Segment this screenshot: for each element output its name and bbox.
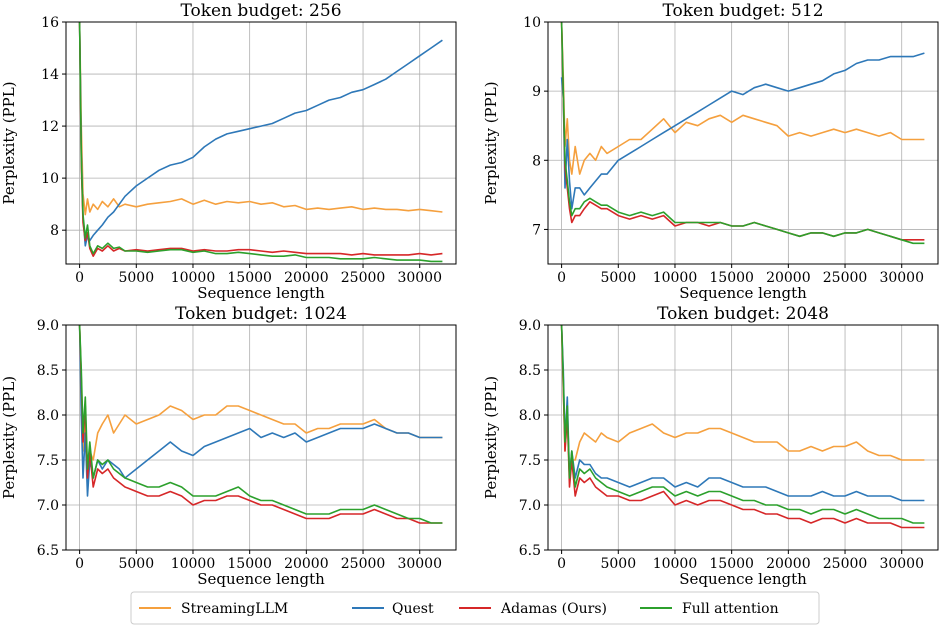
legend-entry-adamas: Adamas (Ours) [459, 601, 607, 617]
y-tick-label: 8 [532, 153, 541, 169]
x-tick-label: 20000 [284, 556, 329, 572]
y-axis-label: Perplexity (PPL) [0, 81, 18, 204]
subplot-title: Token budget: 1024 [175, 304, 347, 324]
x-tick-label: 30000 [397, 556, 442, 572]
legend-label-adamas: Adamas (Ours) [500, 601, 607, 617]
legend-entry-full-attention: Full attention [640, 601, 779, 617]
x-tick-label: 15000 [227, 270, 272, 286]
y-tick-label: 8.5 [37, 363, 59, 379]
series-line-full-attention [560, 325, 925, 524]
x-tick-label: 25000 [823, 556, 868, 572]
series-line-full-attention [78, 22, 443, 263]
subplot-4: 0 5000 10000 15000 20000 25000 30000 6.5 7.0 7.5 8… [482, 304, 939, 588]
plot-frame [65, 21, 457, 265]
series-line-adamas-ours [560, 22, 925, 241]
series-line-quest [78, 22, 443, 247]
y-tick-label: 6.5 [519, 543, 541, 559]
x-tick-label: 15000 [709, 556, 754, 572]
series-line-quest [560, 325, 925, 502]
x-tick-label: 20000 [766, 556, 811, 572]
x-axis-label: Sequence length [679, 570, 807, 588]
y-axis-label: Perplexity (PPL) [482, 81, 500, 204]
y-tick-label: 9.0 [37, 318, 59, 334]
x-tick-label: 10000 [653, 270, 698, 286]
subplots: 0 5000 10000 15000 20000 25000 30000810121416T… [0, 1, 939, 588]
series-line-quest [78, 325, 443, 497]
legend-entry-streamingllm: StreamingLLM [139, 601, 288, 617]
x-tick-label: 15000 [709, 270, 754, 286]
x-tick-label: 10000 [171, 556, 216, 572]
plot-frame [547, 21, 939, 265]
x-tick-label: 15000 [227, 556, 272, 572]
x-tick-label: 30000 [879, 270, 924, 286]
x-tick-label: 30000 [397, 270, 442, 286]
x-tick-label: 25000 [823, 270, 868, 286]
series-line-streamingllm [560, 22, 925, 175]
subplot-title: Token budget: 256 [180, 1, 341, 21]
series-line-adamas-ours [78, 325, 443, 524]
plot-frame [547, 324, 939, 551]
y-tick-label: 7.5 [37, 453, 59, 469]
x-tick-label: 20000 [766, 270, 811, 286]
x-tick-label: 0 [75, 556, 84, 572]
plot-frame [65, 324, 457, 551]
x-tick-label: 25000 [341, 270, 386, 286]
y-tick-label: 12 [41, 119, 59, 135]
series-line-streamingllm [560, 325, 925, 479]
legend: StreamingLLM Quest Adamas (Ours) Full at… [130, 591, 820, 625]
x-tick-label: 0 [557, 270, 566, 286]
series-line-streamingllm [78, 22, 443, 216]
y-tick-label: 16 [41, 15, 59, 31]
series-line-adamas-ours [78, 22, 443, 258]
x-tick-label: 10000 [171, 270, 216, 286]
y-tick-label: 7 [532, 222, 541, 238]
x-tick-label: 0 [557, 556, 566, 572]
series-line-streamingllm [78, 325, 443, 479]
subplot-2: 0 5000 10000 15000 20000 25000 30000 7 8 9 10 Token… [482, 1, 939, 302]
y-axis-label: Perplexity (PPL) [0, 376, 18, 499]
series-line-full-attention [78, 325, 443, 524]
x-tick-label: 5000 [118, 270, 154, 286]
x-tick-label: 10000 [653, 556, 698, 572]
y-tick-label: 9 [532, 84, 541, 100]
y-tick-label: 14 [41, 67, 59, 83]
subplot-title: Token budget: 2048 [657, 304, 829, 324]
legend-label-full-attention: Full attention [682, 601, 779, 617]
series-line-adamas-ours [560, 325, 925, 529]
y-tick-label: 8.0 [519, 408, 541, 424]
subplot-title: Token budget: 512 [662, 1, 823, 21]
x-tick-label: 30000 [879, 556, 924, 572]
x-axis-label: Sequence length [679, 284, 807, 302]
y-axis-label: Perplexity (PPL) [482, 376, 500, 499]
y-tick-label: 8 [50, 223, 59, 239]
y-tick-label: 10 [523, 15, 541, 31]
y-tick-label: 8.5 [519, 363, 541, 379]
legend-label-quest: Quest [392, 601, 434, 617]
x-tick-label: 5000 [118, 556, 154, 572]
x-axis-label: Sequence length [197, 284, 325, 302]
y-tick-label: 9.0 [519, 318, 541, 334]
y-tick-label: 6.5 [37, 543, 59, 559]
series-line-full-attention [560, 22, 925, 245]
y-tick-label: 7.0 [519, 498, 541, 514]
y-tick-label: 7.5 [519, 453, 541, 469]
subplot-1: 0 5000 10000 15000 20000 25000 30000 8 10 12 14 16 T… [0, 1, 457, 302]
legend-entry-quest: Quest [352, 601, 434, 617]
x-tick-label: 25000 [341, 556, 386, 572]
y-tick-label: 7.0 [37, 498, 59, 514]
x-tick-label: 20000 [284, 270, 329, 286]
y-tick-label: 8.0 [37, 408, 59, 424]
series-line-quest [560, 52, 925, 210]
y-tick-label: 10 [41, 171, 59, 187]
x-tick-label: 5000 [600, 556, 636, 572]
legend-label-streamingllm: StreamingLLM [181, 601, 288, 617]
x-axis-label: Sequence length [197, 570, 325, 588]
x-tick-label: 0 [75, 270, 84, 286]
subplot-3: 0 5000 10000 15000 20000 25000 30000 6.5 7.0 7.5 8… [0, 304, 457, 588]
x-tick-label: 5000 [600, 270, 636, 286]
